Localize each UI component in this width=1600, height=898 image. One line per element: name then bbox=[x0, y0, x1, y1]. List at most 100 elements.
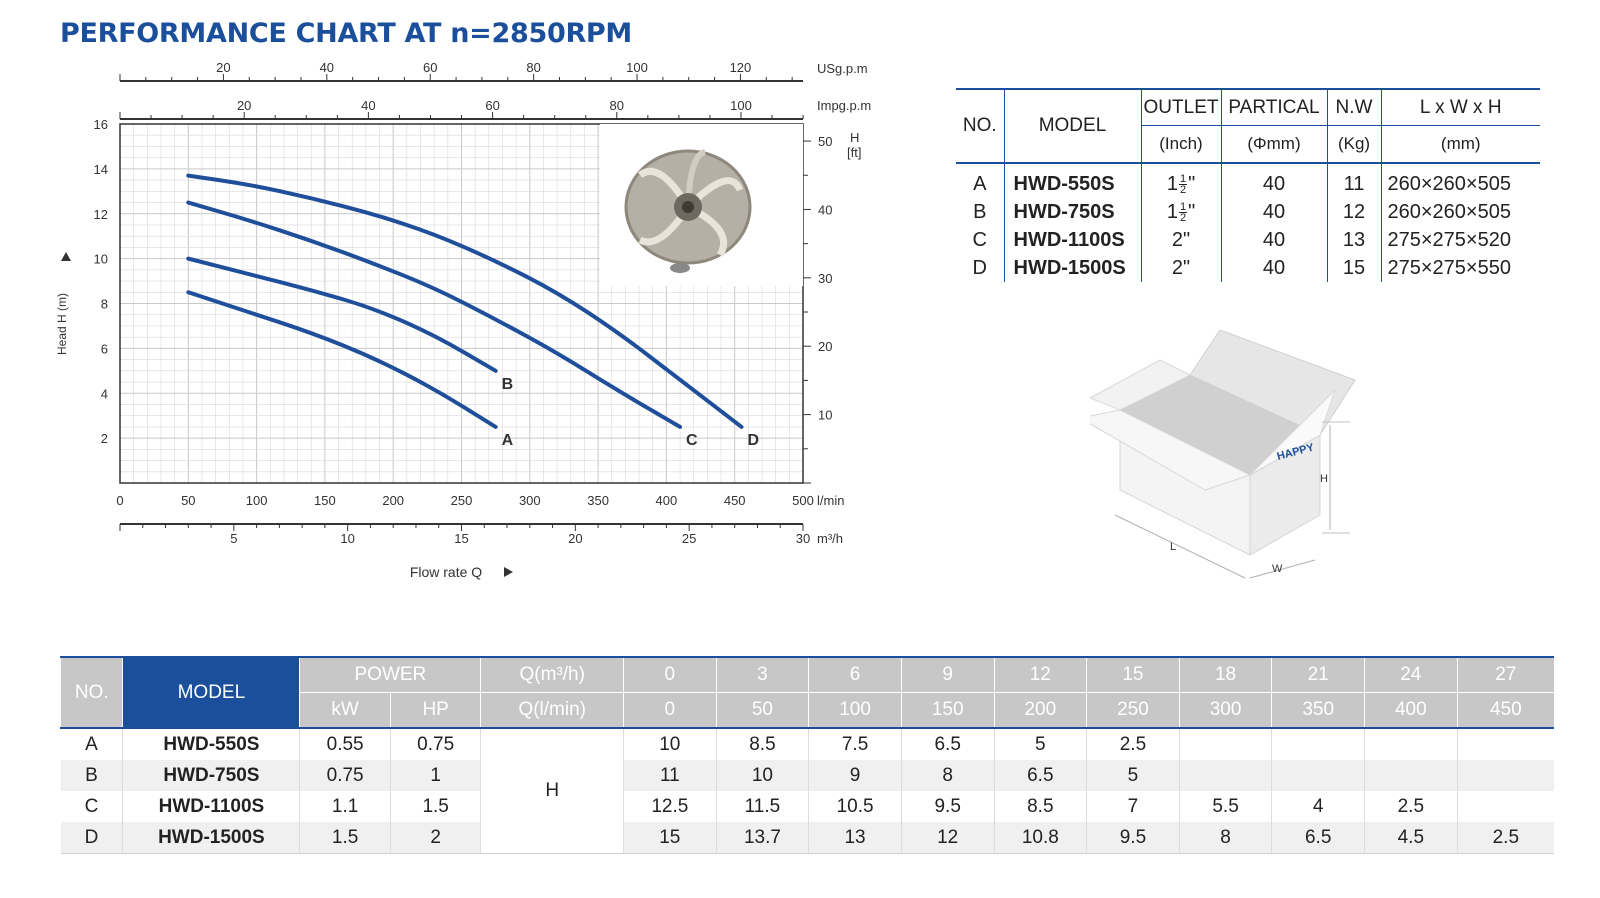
curve-a bbox=[186, 290, 498, 429]
curve-label-b: B bbox=[502, 376, 514, 393]
spec-unit-lwh: (mm) bbox=[1381, 125, 1540, 164]
box-dim-l: L bbox=[1170, 541, 1176, 553]
impgpm-tick-label: 40 bbox=[361, 98, 375, 113]
perf-h-value bbox=[1364, 760, 1458, 791]
flow-m3h-cell: 6 bbox=[808, 657, 902, 693]
y-tick-label: 2 bbox=[101, 431, 108, 446]
spec-no: D bbox=[956, 254, 1005, 282]
perf-h-value: 5.5 bbox=[1178, 791, 1272, 822]
spec-header-lwh: L x W x H bbox=[1381, 88, 1540, 126]
y-tick-label: 8 bbox=[101, 297, 108, 312]
perf-row: A HWD-550S 0.55 0.75 H 10 8.5 7.5 6.5 5 … bbox=[60, 728, 1554, 854]
m3h-tick-label: 30 bbox=[796, 531, 810, 546]
ft-tick-label: 10 bbox=[818, 408, 832, 423]
y-axis-label: Head H (m) bbox=[55, 293, 69, 355]
perf-h-value bbox=[1364, 728, 1458, 760]
spec-dims: 260×260×505 bbox=[1387, 200, 1511, 223]
spec-header-outlet: OUTLET bbox=[1141, 88, 1222, 126]
x-unit-label: l/min bbox=[817, 493, 844, 508]
perf-model: HWD-1500S bbox=[122, 822, 300, 854]
impeller-photo bbox=[600, 124, 803, 286]
curve-d bbox=[186, 173, 744, 429]
spec-header-nw: N.W bbox=[1327, 88, 1382, 126]
perf-h-value: 4 bbox=[1271, 791, 1365, 822]
perf-h-value bbox=[1271, 728, 1365, 760]
perf-h-value: 13 bbox=[808, 822, 902, 854]
spec-unit-outlet: (Inch) bbox=[1141, 125, 1222, 164]
perf-h-value bbox=[1456, 728, 1554, 760]
perf-h-value: 9.5 bbox=[900, 791, 994, 822]
spec-model: HWD-1500S bbox=[1004, 254, 1142, 282]
perf-h-value: 10.5 bbox=[808, 791, 902, 822]
perf-row: C HWD-1100S 1.1 1.5 12.5 11.5 10.5 9.5 8… bbox=[61, 791, 1554, 822]
usgpm-tick-label: 40 bbox=[320, 60, 334, 75]
curve-c bbox=[186, 200, 683, 429]
chart-curves: A B C D bbox=[186, 173, 760, 449]
perf-h-value bbox=[1456, 760, 1554, 791]
perf-h-value: 11.5 bbox=[715, 791, 809, 822]
x-tick-label: 200 bbox=[382, 493, 404, 508]
perf-h-value: 9 bbox=[808, 760, 902, 791]
perf-no: D bbox=[60, 822, 123, 854]
perf-h-value: 10 bbox=[715, 760, 809, 791]
spec-dims: 260×260×505 bbox=[1387, 172, 1511, 195]
spec-unit-partical: (Φmm) bbox=[1221, 125, 1328, 164]
page-title: PERFORMANCE CHART AT n=2850RPM bbox=[60, 18, 632, 49]
perf-header-model: MODEL bbox=[122, 657, 300, 728]
perf-hp: 0.75 bbox=[389, 728, 481, 760]
perf-h-label: H bbox=[480, 728, 624, 854]
impgpm-tick-label: 100 bbox=[730, 98, 752, 113]
m3h-tick-label: 10 bbox=[340, 531, 354, 546]
perf-header-q-m3h: Q(m³/h) bbox=[480, 657, 624, 693]
x-tick-label: 500 bbox=[792, 493, 814, 508]
perf-kw: 1.5 bbox=[299, 822, 391, 854]
curve-label-d: D bbox=[748, 432, 760, 449]
spec-no: A bbox=[956, 170, 1005, 198]
usgpm-tick-label: 20 bbox=[216, 60, 230, 75]
spec-outlet: 1 1 2 " bbox=[1141, 198, 1222, 226]
spec-row: A HWD-550S 1 1 2 " 40 11 260×260×505 bbox=[956, 170, 1540, 198]
perf-h-value bbox=[1178, 728, 1272, 760]
chart-axes: 2 4 6 8 10 12 14 16 0 50 100 150 200 250 300 350 400 450 5… bbox=[94, 60, 872, 546]
spec-header-no: NO. bbox=[956, 88, 1005, 164]
flow-lmin-cell: 150 bbox=[900, 692, 994, 728]
perf-h-value: 8.5 bbox=[715, 728, 809, 760]
m3h-tick-label: 25 bbox=[682, 531, 696, 546]
x-axis-label: Flow rate Q bbox=[410, 564, 482, 580]
perf-hp: 2 bbox=[389, 822, 481, 854]
flow-lmin-cell: 300 bbox=[1178, 692, 1272, 728]
spec-no: C bbox=[956, 226, 1005, 254]
flow-m3h-cell: 24 bbox=[1364, 657, 1458, 693]
usgpm-axis-label: USg.p.m bbox=[817, 61, 868, 76]
perf-h-value: 5 bbox=[993, 728, 1087, 760]
spec-nw: 15 bbox=[1327, 254, 1382, 282]
usgpm-tick-label: 80 bbox=[526, 60, 540, 75]
spec-model: HWD-750S bbox=[1004, 198, 1142, 226]
perf-h-value: 6.5 bbox=[900, 728, 994, 760]
performance-chart: 2 4 6 8 10 12 14 16 0 50 100 150 200 250 300 350 400 450 5… bbox=[55, 60, 872, 580]
x-tick-label: 450 bbox=[724, 493, 746, 508]
y-tick-label: 12 bbox=[94, 207, 108, 222]
spec-nw: 13 bbox=[1327, 226, 1382, 254]
x-tick-label: 400 bbox=[656, 493, 678, 508]
perf-h-value: 2.5 bbox=[1456, 822, 1554, 854]
perf-hp: 1 bbox=[389, 760, 481, 791]
perf-h-value: 10 bbox=[623, 728, 717, 760]
spec-outlet: 2" bbox=[1141, 226, 1222, 254]
perf-h-value: 8 bbox=[900, 760, 994, 791]
perf-h-value: 7 bbox=[1086, 791, 1180, 822]
carton-box-illustration: HAPPY H L W bbox=[1090, 330, 1356, 579]
spec-row: B HWD-750S 1 1 2 " 40 12 260×260×505 bbox=[956, 198, 1540, 226]
impgpm-tick-label: 80 bbox=[610, 98, 624, 113]
spec-row: C HWD-1100S 2" 40 13 275×275×520 bbox=[956, 226, 1540, 254]
perf-kw: 0.55 bbox=[299, 728, 391, 760]
perf-h-value bbox=[1178, 760, 1272, 791]
perf-h-value: 9.5 bbox=[1086, 822, 1180, 854]
spec-outlet: 1 1 2 " bbox=[1141, 170, 1222, 198]
performance-table: NO. MODEL POWER Q(m³/h) 0 3 6 9 12 15 18… bbox=[59, 656, 1554, 854]
flow-m3h-cell: 15 bbox=[1086, 657, 1180, 693]
spec-no: B bbox=[956, 198, 1005, 226]
perf-header-kw: kW bbox=[299, 692, 391, 728]
spec-nw: 11 bbox=[1327, 170, 1382, 198]
y-tick-label: 14 bbox=[94, 162, 108, 177]
